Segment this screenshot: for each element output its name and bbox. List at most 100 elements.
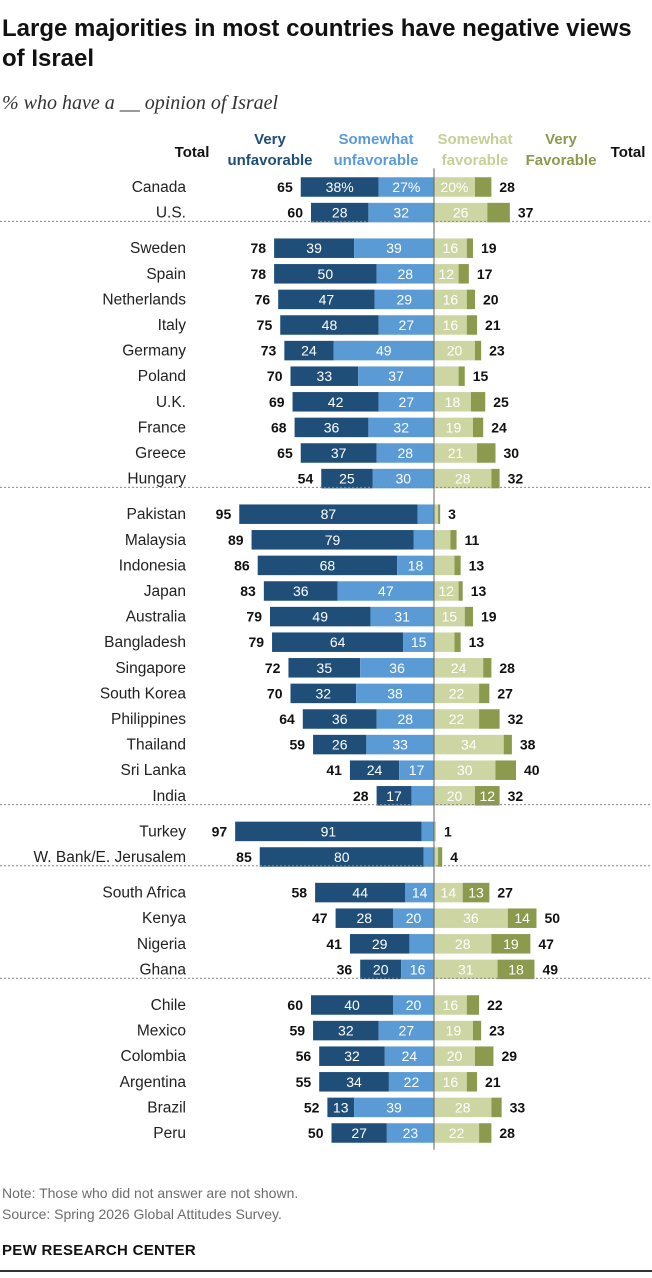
value-label-somewhat-unfavorable: 36 (389, 660, 405, 676)
total-unfavorable-label: 55 (296, 1074, 312, 1090)
country-label: Singapore (115, 660, 186, 677)
bar-somewhat-unfavorable (378, 315, 434, 335)
country-label: South Korea (100, 685, 187, 702)
bar-very-favorable (458, 581, 463, 601)
bar-very-unfavorable (263, 581, 338, 601)
bar-very-unfavorable (274, 264, 377, 284)
value-label-somewhat-unfavorable: 27 (399, 317, 415, 333)
country-label: Mexico (137, 1023, 186, 1040)
value-label-somewhat-favorable: 22 (449, 711, 465, 727)
total-favorable-label: 11 (465, 532, 480, 548)
bar-very-favorable (487, 202, 510, 223)
total-unfavorable-label: 58 (292, 885, 308, 901)
value-label-somewhat-favorable: 34 (461, 737, 477, 753)
bar-somewhat-favorable (434, 709, 480, 729)
value-label-very-unfavorable: 26 (332, 737, 348, 753)
bar-somewhat-unfavorable (376, 443, 434, 463)
bar-somewhat-favorable (434, 202, 488, 223)
value-label-very-unfavorable: 27 (351, 1125, 367, 1141)
value-label-very-unfavorable: 20 (373, 961, 389, 977)
country-label: Spain (146, 266, 186, 283)
bar-somewhat-unfavorable (354, 1097, 434, 1118)
value-label-very-unfavorable: 28 (332, 205, 348, 221)
value-label-very-unfavorable: 13 (333, 1099, 349, 1115)
bar-very-favorable (475, 1046, 494, 1066)
country-label: Turkey (139, 823, 186, 840)
bar-very-unfavorable (331, 1123, 387, 1143)
value-label-somewhat-unfavorable: 15 (411, 634, 427, 650)
diverging-bar-chart: Total Very unfavorable Somewhat unfavorable S… (0, 131, 652, 1150)
total-unfavorable-label: 75 (257, 317, 273, 333)
total-unfavorable-label: 70 (267, 368, 283, 384)
total-favorable-label: 13 (469, 557, 485, 573)
value-label-very-unfavorable: 64 (330, 634, 346, 650)
bar-very-favorable (475, 340, 482, 361)
country-label: Netherlands (102, 291, 186, 308)
bar-very-favorable (458, 264, 469, 284)
bar-somewhat-favorable (434, 504, 439, 524)
total-favorable-label: 17 (477, 266, 493, 282)
bar-somewhat-unfavorable (417, 504, 434, 524)
total-favorable-label: 19 (481, 240, 497, 256)
bar-very-unfavorable (292, 392, 379, 412)
total-unfavorable-label: 72 (265, 660, 281, 676)
total-unfavorable-label: 59 (289, 1023, 305, 1039)
bar-somewhat-favorable (434, 581, 459, 601)
total-favorable-label: 28 (499, 660, 515, 676)
value-label-very-unfavorable: 35 (317, 660, 333, 676)
bar-very-unfavorable (311, 995, 393, 1015)
value-label-somewhat-unfavorable: 16 (410, 961, 426, 977)
value-label-somewhat-favorable: 22 (449, 685, 465, 701)
value-label-somewhat-favorable: 20 (447, 343, 463, 359)
value-label-somewhat-favorable: 16 (443, 291, 459, 307)
value-label-somewhat-favorable: 19 (446, 419, 462, 435)
bar-very-favorable (491, 468, 500, 489)
total-unfavorable-label: 28 (353, 788, 369, 804)
header-somewhat-unfavorable-line1: Somewhat (338, 131, 413, 148)
header-somewhat-unfavorable-line2: unfavorable (333, 152, 418, 169)
value-label-somewhat-favorable: 20 (447, 1048, 463, 1064)
total-favorable-label: 27 (497, 685, 513, 701)
value-label-somewhat-unfavorable: 18 (408, 557, 424, 573)
total-unfavorable-label: 95 (216, 506, 232, 522)
total-unfavorable-label: 52 (304, 1099, 320, 1115)
bar-very-unfavorable (315, 882, 406, 903)
country-label: Peru (153, 1125, 186, 1142)
chart-notes: Note: Those who did not answer are not s… (2, 1183, 298, 1225)
country-label: Japan (144, 583, 186, 600)
value-label-very-unfavorable: 34 (346, 1074, 362, 1090)
value-label-somewhat-favorable: 28 (455, 471, 471, 487)
value-label-very-unfavorable: 40 (344, 997, 360, 1013)
total-unfavorable-label: 79 (248, 634, 264, 650)
country-label: France (138, 419, 186, 436)
bar-very-unfavorable (335, 908, 393, 928)
total-unfavorable-label: 70 (267, 685, 283, 701)
publisher-footer: PEW RESEARCH CENTER (2, 1242, 197, 1259)
total-favorable-label: 32 (508, 711, 524, 727)
value-label-very-unfavorable: 48 (322, 317, 338, 333)
value-label-somewhat-favorable: 12 (439, 266, 455, 282)
value-label-very-unfavorable: 32 (344, 1048, 360, 1064)
value-label-somewhat-unfavorable: 17 (409, 762, 425, 778)
total-favorable-label: 3 (448, 506, 456, 522)
bar-somewhat-favorable (434, 821, 437, 842)
country-label: Poland (138, 368, 186, 385)
bar-somewhat-unfavorable (333, 340, 434, 361)
total-favorable-label: 50 (545, 910, 561, 926)
value-label-very-unfavorable: 47 (319, 291, 335, 307)
value-label-somewhat-unfavorable: 47 (378, 583, 394, 599)
bar-very-unfavorable (290, 366, 359, 386)
total-favorable-label: 28 (499, 179, 515, 195)
country-label: Nigeria (137, 936, 186, 953)
bar-somewhat-unfavorable (405, 882, 434, 903)
bar-somewhat-unfavorable (388, 1072, 434, 1092)
bar-somewhat-favorable (434, 417, 473, 438)
value-label-somewhat-unfavorable: 27 (399, 1023, 415, 1039)
header-very-favorable-line1: Very (545, 131, 577, 148)
value-label-somewhat-unfavorable: 27% (392, 179, 420, 195)
value-label-very-unfavorable: 33 (317, 368, 333, 384)
bar-somewhat-favorable (434, 1046, 475, 1066)
bar-somewhat-unfavorable (337, 581, 434, 601)
bar-very-unfavorable (319, 1046, 385, 1066)
value-label-somewhat-favorable: 28 (455, 936, 471, 952)
